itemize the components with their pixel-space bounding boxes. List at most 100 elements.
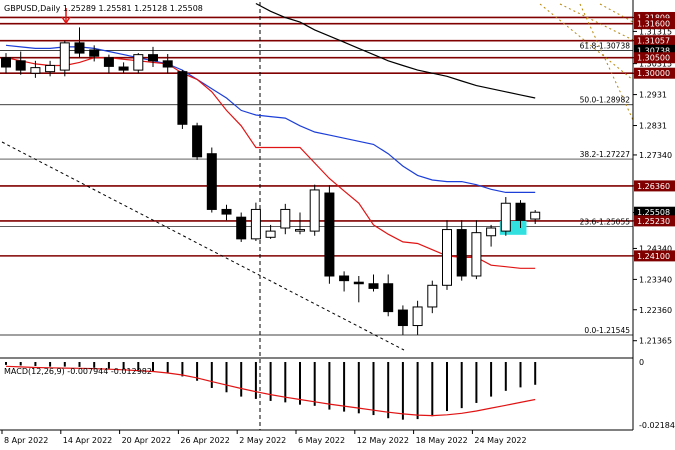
candle[interactable] xyxy=(530,210,541,224)
candle-body xyxy=(471,232,482,277)
candle-body xyxy=(442,229,452,286)
candle[interactable] xyxy=(280,203,291,235)
moving-average-black xyxy=(255,2,536,99)
candle[interactable] xyxy=(250,202,261,242)
time-axis-label: 8 Apr 2022 xyxy=(4,436,48,445)
price-axis-label: 1.21365 xyxy=(639,337,672,346)
price-tag: 1.24100 xyxy=(634,250,675,262)
time-axis: 8 Apr 2022 14 Apr 2022 20 Apr 2022 26 Apr 2… xyxy=(1,430,527,445)
candle-body xyxy=(427,284,438,308)
candle-body xyxy=(309,189,320,232)
candle[interactable] xyxy=(353,276,364,303)
price-axis-label: 1.24340 xyxy=(639,244,672,253)
candle[interactable] xyxy=(412,300,423,335)
candle-body xyxy=(324,192,335,277)
macd-pane xyxy=(5,362,537,420)
price-tag: 1.30000 xyxy=(634,67,675,79)
price-tag-label: 1.30000 xyxy=(637,69,670,78)
candle-body xyxy=(45,64,56,73)
price-axis-label: 1.23340 xyxy=(639,275,672,284)
candle[interactable] xyxy=(500,197,511,236)
candle[interactable] xyxy=(486,224,497,247)
horizontal-levels xyxy=(0,16,633,336)
candle[interactable] xyxy=(221,204,232,221)
candle[interactable] xyxy=(324,185,335,284)
time-axis-label: 20 Apr 2022 xyxy=(122,436,171,445)
fibo-fan-line xyxy=(599,3,634,23)
price-tag: 1.25508 xyxy=(634,206,675,218)
price-tag-box xyxy=(634,250,675,262)
candle-body xyxy=(339,275,350,282)
candle[interactable] xyxy=(309,184,320,236)
candle[interactable] xyxy=(118,62,129,74)
candle[interactable] xyxy=(148,46,158,68)
candle-body xyxy=(162,60,173,68)
price-tag: 1.25230 xyxy=(634,215,675,227)
price-tag-box xyxy=(634,11,675,23)
candle-body xyxy=(192,125,203,158)
fibo-fan-line xyxy=(539,3,634,81)
candle-body xyxy=(530,211,541,220)
candle[interactable] xyxy=(368,274,379,292)
time-axis-label: 18 May 2022 xyxy=(416,436,468,445)
candle-body xyxy=(265,230,276,238)
price-tag-label: 1.24100 xyxy=(637,252,670,261)
price-axis-label: 1.2931 xyxy=(639,91,667,100)
price-tag: 1.26360 xyxy=(634,180,675,192)
candle[interactable] xyxy=(45,60,56,77)
candles[interactable] xyxy=(1,27,541,335)
candle[interactable] xyxy=(456,220,467,281)
candle-body xyxy=(353,281,364,285)
candle[interactable] xyxy=(295,212,305,235)
candle[interactable] xyxy=(74,27,85,58)
candle-body xyxy=(118,66,129,71)
candle[interactable] xyxy=(471,220,482,280)
price-axis-label: 1.22360 xyxy=(639,306,672,315)
fibo-fan-line xyxy=(559,3,634,41)
price-tag-label: 1.30500 xyxy=(637,54,670,63)
candle[interactable] xyxy=(515,200,526,229)
candle[interactable] xyxy=(442,220,452,290)
candle-body xyxy=(103,57,114,67)
price-tag: 1.30500 xyxy=(634,52,675,64)
fibo-label: 0.0-1.21545 xyxy=(584,326,630,335)
candle-body xyxy=(280,208,291,229)
candle[interactable] xyxy=(265,224,276,239)
candle[interactable] xyxy=(192,122,203,160)
candle-body xyxy=(74,42,85,54)
candle[interactable] xyxy=(427,280,438,314)
candle[interactable] xyxy=(103,54,114,74)
candle[interactable] xyxy=(133,53,144,74)
candle[interactable] xyxy=(30,60,41,78)
price-tag-box xyxy=(634,35,675,47)
price-tag-box xyxy=(634,206,675,218)
candle-body xyxy=(397,309,408,327)
candle[interactable] xyxy=(383,274,394,317)
candle[interactable] xyxy=(177,70,188,129)
price-tag: 1.31809 xyxy=(634,11,675,23)
candle-body xyxy=(89,49,100,57)
candle-body xyxy=(133,54,144,71)
candle[interactable] xyxy=(89,45,100,62)
candle[interactable] xyxy=(1,53,11,74)
price-tag-label: 1.25230 xyxy=(637,217,670,226)
candle-body xyxy=(15,60,26,71)
candle-body xyxy=(383,283,394,313)
price-tag-label: 1.31809 xyxy=(637,13,670,22)
candle[interactable] xyxy=(339,271,350,292)
candle-body xyxy=(59,42,70,71)
candle[interactable] xyxy=(206,147,217,213)
candle[interactable] xyxy=(162,54,173,74)
candle[interactable] xyxy=(236,212,247,242)
candle-body xyxy=(486,227,497,237)
price-axis-label: 1.30315 xyxy=(639,60,672,69)
candle-body xyxy=(412,306,423,327)
candle[interactable] xyxy=(15,51,26,75)
candle[interactable] xyxy=(59,40,70,77)
candle-body xyxy=(177,71,188,125)
candle[interactable] xyxy=(397,305,408,335)
fibo-fan-line xyxy=(579,3,634,121)
